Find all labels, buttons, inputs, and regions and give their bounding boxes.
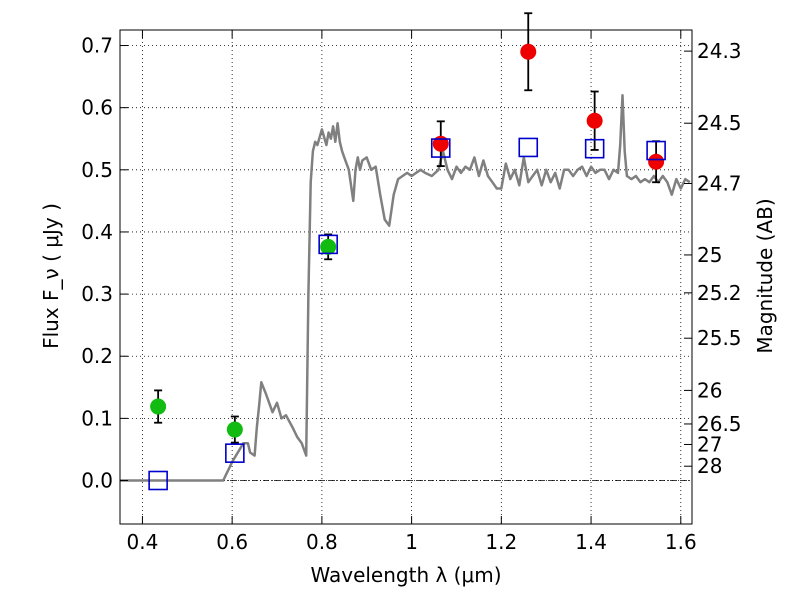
- y-axis-title: Flux F_ν ( μJy ): [39, 203, 63, 349]
- red-data-point: [648, 153, 665, 170]
- green-data-point: [150, 398, 167, 415]
- x-axis-title: Wavelength λ (μm): [310, 563, 501, 587]
- y2-axis-title: Magnitude (AB): [753, 198, 777, 353]
- y-tick-label: 0.5: [81, 158, 113, 182]
- model-spectrum-line: [120, 93, 691, 482]
- plot-frame: [119, 29, 693, 525]
- red-data-point: [520, 43, 537, 60]
- magnitude-tick-label: 27: [697, 432, 722, 456]
- model-square-marker: [584, 138, 605, 159]
- green-data-point: [320, 238, 337, 255]
- magnitude-tick-label: 24.5: [697, 111, 742, 135]
- model-square-marker: [646, 140, 666, 161]
- magnitude-tick-label: 25.2: [697, 281, 742, 305]
- red-data-point: [432, 135, 449, 152]
- magnitude-tick-label: 24.3: [697, 39, 742, 63]
- red-data-point: [586, 112, 603, 129]
- x-tick-label: 0.8: [306, 530, 338, 554]
- x-tick-label: 0.6: [216, 530, 248, 554]
- magnitude-tick-label: 26: [697, 378, 722, 402]
- x-tick-label: 1.6: [665, 530, 697, 554]
- magnitude-tick-label: 25: [697, 243, 722, 267]
- y-tick-label: 0.3: [81, 282, 113, 306]
- tick-layer: 0.4 0.6 0.8 1 1.2 1.4 1.6 0.0 0.1 0.2 0.3 0.4 0.5 0.6…: [81, 30, 742, 554]
- magnitude-tick-label: 24.7: [697, 171, 742, 195]
- model-square-marker: [318, 234, 338, 255]
- magnitude-tick-label: 26.5: [697, 412, 742, 436]
- frame-layer: [119, 29, 693, 525]
- model-square-marker: [518, 137, 539, 158]
- x-tick-label: 1: [405, 530, 418, 554]
- magnitude-tick-label: 28: [697, 454, 722, 478]
- y-tick-label: 0.2: [81, 344, 113, 368]
- x-tick-label: 1.4: [575, 530, 607, 554]
- errorbar-layer: [154, 12, 661, 444]
- x-tick-label: 0.4: [127, 530, 159, 554]
- model-square-marker: [430, 138, 451, 158]
- model-square-marker: [225, 443, 245, 463]
- y-tick-label: 0.0: [81, 469, 113, 493]
- marker-layer: [148, 43, 666, 491]
- magnitude-tick-label: 25.5: [697, 326, 742, 350]
- y-tick-label: 0.7: [81, 34, 113, 58]
- y-tick-label: 0.4: [81, 220, 113, 244]
- x-tick-label: 1.2: [485, 530, 517, 554]
- spectrum-layer: [120, 93, 691, 482]
- y-tick-label: 0.6: [81, 96, 113, 120]
- green-data-point: [226, 421, 243, 438]
- grid-layer: [120, 30, 692, 524]
- y-tick-label: 0.1: [81, 406, 113, 430]
- model-square-marker: [148, 470, 168, 491]
